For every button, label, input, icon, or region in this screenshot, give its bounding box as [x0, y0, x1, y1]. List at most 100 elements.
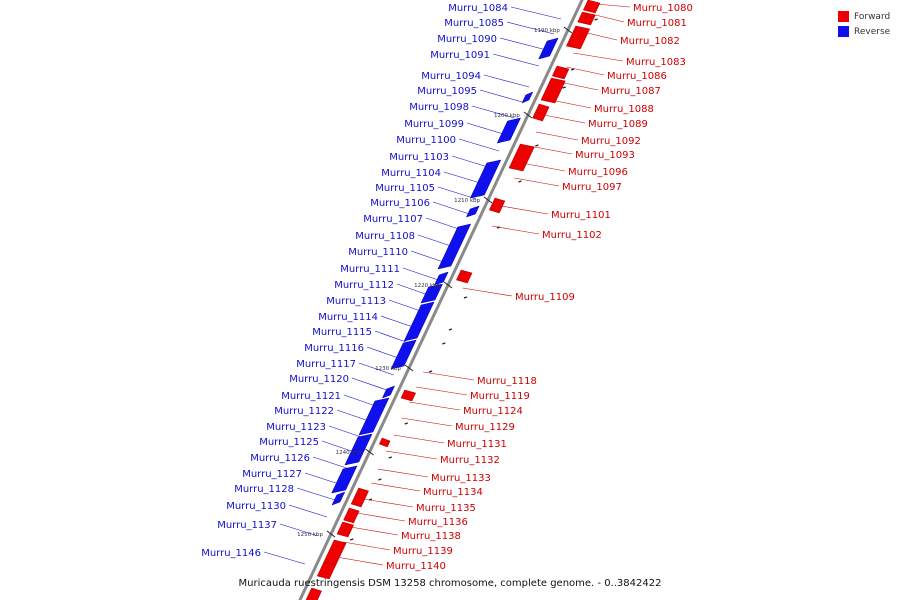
forward-gene-leader: [416, 386, 468, 396]
forward-gene-label[interactable]: Murru_1096: [568, 167, 628, 178]
scale-tick-label: 1210 kbp: [454, 198, 480, 204]
reverse-gene-label[interactable]: Murru_1111: [340, 264, 400, 275]
reverse-gene-label[interactable]: Murru_1130: [226, 501, 286, 512]
reverse-gene-label[interactable]: Murru_1128: [234, 484, 294, 495]
scale-tick: [563, 26, 573, 34]
reverse-gene-label[interactable]: Murru_1120: [289, 374, 349, 385]
legend-forward: Forward: [838, 9, 900, 24]
reverse-gene-label[interactable]: Murru_1103: [389, 152, 449, 163]
reverse-gene-label[interactable]: Murru_1116: [304, 343, 364, 354]
reverse-gene-label[interactable]: Murru_1123: [266, 422, 326, 433]
reverse-gene-label[interactable]: Murru_1108: [355, 231, 415, 242]
forward-gene-leader: [393, 434, 445, 444]
forward-gene-label[interactable]: Murru_1101: [551, 210, 611, 221]
forward-gene-label[interactable]: Murru_1129: [455, 422, 515, 433]
forward-gene-label[interactable]: Murru_1138: [401, 531, 461, 542]
forward-gene-label[interactable]: Murru_1089: [588, 119, 648, 130]
forward-gene-label[interactable]: Murru_1131: [447, 439, 507, 450]
minor-feature: [463, 296, 468, 299]
reverse-gene-leader: [304, 472, 343, 486]
reverse-gene-block: [390, 339, 417, 370]
forward-gene-label[interactable]: Murru_1088: [594, 104, 654, 115]
reverse-gene-label[interactable]: Murru_1112: [334, 280, 394, 291]
reverse-gene-label[interactable]: Murru_1107: [363, 214, 423, 225]
reverse-gene-leader: [432, 201, 470, 215]
forward-gene-label[interactable]: Murru_1097: [562, 182, 622, 193]
scale-tick-label: 1240 kbp: [336, 450, 362, 456]
forward-gene-label[interactable]: Murru_1109: [515, 292, 575, 303]
forward-gene-block: [540, 77, 566, 104]
forward-gene-label[interactable]: Murru_1092: [581, 136, 641, 147]
forward-gene-leader: [596, 3, 631, 8]
forward-gene-label[interactable]: Murru_1135: [416, 503, 476, 514]
reverse-gene-label[interactable]: Murru_1110: [348, 247, 408, 258]
reverse-gene-label[interactable]: Murru_1098: [409, 102, 469, 113]
reverse-gene-block: [496, 117, 521, 144]
reverse-gene-label[interactable]: Murru_1100: [396, 135, 456, 146]
minor-feature: [404, 422, 408, 425]
minor-feature: [518, 180, 522, 183]
forward-gene-label[interactable]: Murru_1134: [423, 487, 483, 498]
reverse-gene-label[interactable]: Murru_1090: [437, 34, 497, 45]
forward-gene-label[interactable]: Murru_1132: [440, 455, 500, 466]
reverse-gene-leader: [458, 138, 500, 152]
forward-gene-label[interactable]: Murru_1118: [477, 376, 537, 387]
reverse-gene-label[interactable]: Murru_1104: [381, 168, 441, 179]
reverse-gene-label[interactable]: Murru_1084: [448, 3, 508, 14]
forward-gene-leader: [550, 99, 592, 109]
forward-gene-label[interactable]: Murru_1140: [386, 561, 446, 572]
forward-gene-label[interactable]: Murru_1083: [626, 57, 686, 68]
reverse-gene-label[interactable]: Murru_1146: [201, 548, 261, 559]
forward-gene-block: [456, 269, 473, 284]
forward-gene-label[interactable]: Murru_1136: [408, 517, 468, 528]
reverse-gene-leader: [451, 155, 492, 169]
forward-gene-label[interactable]: Murru_1087: [601, 86, 661, 97]
reverse-gene-label[interactable]: Murru_1114: [318, 312, 378, 323]
reverse-gene-label[interactable]: Murru_1115: [312, 327, 372, 338]
forward-gene-label[interactable]: Murru_1082: [620, 36, 680, 47]
minor-feature: [388, 456, 392, 459]
reverse-gene-leader: [336, 409, 372, 423]
forward-gene-block: [577, 11, 596, 26]
reverse-gene-label[interactable]: Murru_1125: [259, 437, 319, 448]
forward-gene-leader: [409, 401, 461, 411]
reverse-gene-label[interactable]: Murru_1095: [417, 86, 477, 97]
forward-gene-label[interactable]: Murru_1093: [575, 150, 635, 161]
forward-gene-leader: [462, 287, 513, 297]
legend-forward-label: Forward: [854, 11, 891, 22]
forward-gene-label[interactable]: Murru_1102: [542, 230, 602, 241]
forward-gene-leader: [377, 468, 429, 478]
forward-gene-label[interactable]: Murru_1124: [463, 406, 523, 417]
reverse-gene-label[interactable]: Murru_1099: [404, 119, 464, 130]
reverse-gene-label[interactable]: Murru_1094: [421, 71, 481, 82]
reverse-gene-label[interactable]: Murru_1105: [375, 183, 435, 194]
forward-gene-label[interactable]: Murru_1080: [633, 3, 693, 14]
forward-gene-label[interactable]: Murru_1119: [470, 391, 530, 402]
minor-feature: [594, 18, 598, 21]
reverse-gene-label[interactable]: Murru_1121: [281, 391, 341, 402]
forward-gene-leader: [491, 225, 540, 235]
reverse-gene-label[interactable]: Murru_1122: [274, 406, 334, 417]
reverse-gene-leader: [358, 362, 394, 376]
reverse-gene-label[interactable]: Murru_1085: [444, 18, 504, 29]
forward-gene-label[interactable]: Murru_1086: [607, 71, 667, 82]
reverse-gene-label[interactable]: Murru_1113: [326, 296, 386, 307]
forward-gene-label[interactable]: Murru_1081: [627, 18, 687, 29]
forward-gene-block: [305, 587, 322, 600]
reverse-gene-label[interactable]: Murru_1106: [370, 198, 430, 209]
reverse-swatch: [838, 26, 849, 37]
reverse-gene-label[interactable]: Murru_1137: [217, 520, 277, 531]
scale-tick: [443, 281, 453, 289]
reverse-gene-label[interactable]: Murru_1127: [242, 469, 302, 480]
reverse-gene-label[interactable]: Murru_1117: [296, 359, 356, 370]
minor-feature: [378, 478, 382, 481]
forward-gene-label[interactable]: Murru_1139: [393, 546, 453, 557]
forward-gene-block: [551, 65, 570, 80]
reverse-gene-leader: [312, 456, 350, 470]
reverse-gene-label[interactable]: Murru_1126: [250, 453, 310, 464]
forward-gene-leader: [356, 512, 406, 522]
reverse-gene-block: [538, 37, 559, 60]
forward-gene-block: [343, 507, 360, 524]
reverse-gene-label[interactable]: Murru_1091: [430, 50, 490, 61]
forward-gene-label[interactable]: Murru_1133: [431, 473, 491, 484]
